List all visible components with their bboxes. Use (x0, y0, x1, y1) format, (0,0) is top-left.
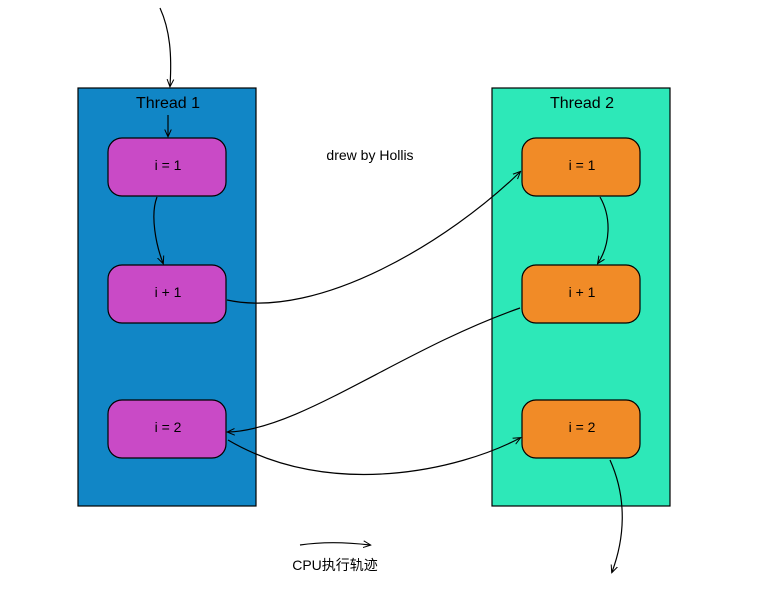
arrow-legend_arrow (300, 543, 370, 545)
thread-1-node-3-label: i = 2 (155, 419, 182, 435)
thread-1: Thread 1 i = 1 i + 1 i = 2 (78, 88, 256, 506)
thread-2-title: Thread 2 (550, 95, 614, 112)
watermark: drew by Hollis (326, 147, 413, 163)
arrow-t1n3_t2n3 (228, 438, 520, 474)
thread-2-node-2-label: i + 1 (569, 284, 596, 300)
thread-2: Thread 2 i = 1 i + 1 i = 2 (492, 88, 670, 506)
thread-1-node-2-label: i + 1 (155, 284, 182, 300)
arrow-t2n2_t1n3 (228, 308, 520, 432)
arrow-t1n2_t2n1 (227, 172, 520, 303)
arrow-entry (160, 8, 171, 86)
thread-2-node-1-label: i = 1 (569, 157, 596, 173)
thread-2-node-3-label: i = 2 (569, 419, 596, 435)
thread-1-node-1-label: i = 1 (155, 157, 182, 173)
thread-1-title: Thread 1 (136, 95, 200, 112)
caption: CPU执行轨迹 (292, 557, 378, 573)
